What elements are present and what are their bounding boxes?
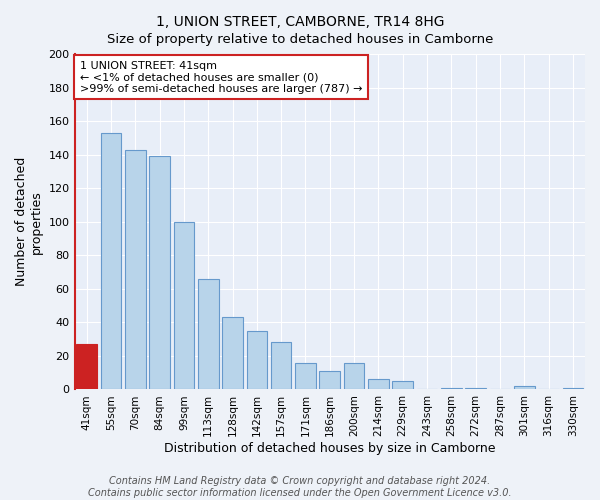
- Bar: [441, 388, 461, 390]
- Bar: [368, 380, 389, 390]
- Bar: [198, 279, 218, 390]
- X-axis label: Distribution of detached houses by size in Camborne: Distribution of detached houses by size …: [164, 442, 496, 455]
- Bar: [514, 386, 535, 390]
- Bar: [76, 344, 97, 390]
- Bar: [149, 156, 170, 390]
- Bar: [319, 371, 340, 390]
- Bar: [222, 318, 243, 390]
- Bar: [271, 342, 292, 390]
- Bar: [295, 362, 316, 390]
- Bar: [563, 388, 583, 390]
- Bar: [344, 362, 364, 390]
- Y-axis label: Number of detached
properties: Number of detached properties: [15, 157, 43, 286]
- Text: Size of property relative to detached houses in Camborne: Size of property relative to detached ho…: [107, 32, 493, 46]
- Bar: [125, 150, 146, 390]
- Bar: [465, 388, 486, 390]
- Text: 1, UNION STREET, CAMBORNE, TR14 8HG: 1, UNION STREET, CAMBORNE, TR14 8HG: [156, 15, 444, 29]
- Text: 1 UNION STREET: 41sqm
← <1% of detached houses are smaller (0)
>99% of semi-deta: 1 UNION STREET: 41sqm ← <1% of detached …: [80, 60, 362, 94]
- Bar: [101, 133, 121, 390]
- Bar: [173, 222, 194, 390]
- Text: Contains HM Land Registry data © Crown copyright and database right 2024.
Contai: Contains HM Land Registry data © Crown c…: [88, 476, 512, 498]
- Bar: [247, 331, 267, 390]
- Bar: [392, 381, 413, 390]
